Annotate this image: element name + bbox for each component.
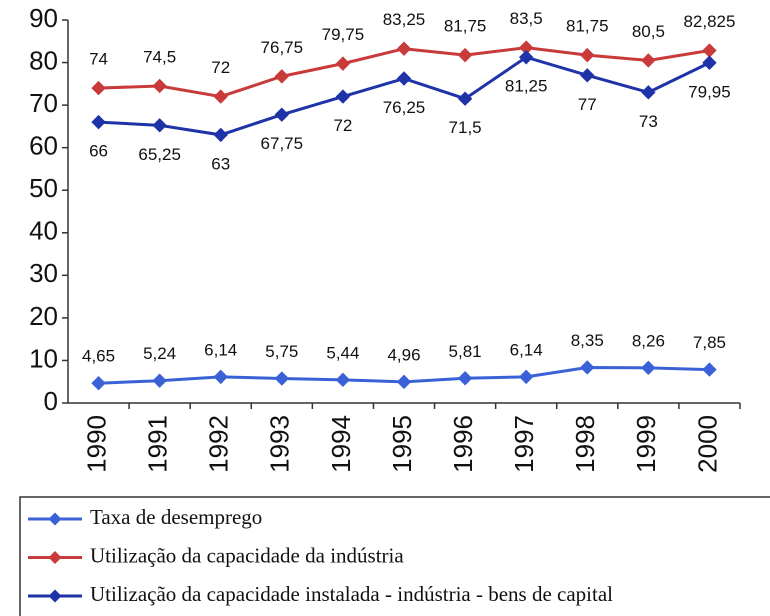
data-label: 63 <box>211 154 230 173</box>
marker <box>335 89 351 104</box>
data-label: 72 <box>333 116 352 135</box>
data-label: 77 <box>578 95 597 114</box>
marker <box>91 376 106 391</box>
y-tick-label: 60 <box>29 131 58 161</box>
marker <box>702 55 717 70</box>
y-tick-label: 40 <box>29 216 58 246</box>
data-label: 67,75 <box>261 134 304 153</box>
data-label: 6,14 <box>204 340 237 359</box>
y-tick-label: 10 <box>29 343 58 373</box>
data-label: 72 <box>211 58 230 77</box>
marker <box>213 369 228 385</box>
legend-marker <box>48 512 62 526</box>
y-tick-label: 50 <box>29 173 58 203</box>
data-label: 71,5 <box>449 118 482 137</box>
y-tick-label: 20 <box>29 301 58 331</box>
data-label: 81,25 <box>505 77 548 96</box>
data-label: 80,5 <box>632 22 665 41</box>
legend-label: Utilização da capacidade da indústria <box>90 543 404 567</box>
marker <box>580 360 595 375</box>
data-label: 76,25 <box>383 98 426 117</box>
data-label: 4,96 <box>387 345 420 364</box>
legend-box <box>19 496 770 616</box>
data-label: 83,25 <box>383 10 426 29</box>
legend-label: Utilização da capacidade instalada - ind… <box>90 582 613 606</box>
data-label: 5,81 <box>449 342 482 361</box>
x-tick-label: 1991 <box>143 415 173 473</box>
data-label: 74 <box>89 50 108 69</box>
legend-label: Taxa de desemprego <box>90 505 262 529</box>
data-label: 6,14 <box>510 340 543 359</box>
marker <box>152 78 167 94</box>
marker <box>213 127 228 143</box>
marker <box>580 47 595 63</box>
marker <box>335 56 351 71</box>
y-tick-label: 80 <box>29 45 58 75</box>
marker <box>396 71 412 86</box>
marker <box>152 373 167 388</box>
data-label: 81,75 <box>444 17 487 36</box>
marker <box>396 374 412 390</box>
x-tick-label: 1992 <box>204 415 234 473</box>
marker <box>213 89 228 104</box>
marker <box>457 47 473 63</box>
marker <box>457 91 473 106</box>
data-label: 83,5 <box>510 9 543 28</box>
series-line <box>98 55 711 137</box>
data-label: 79,75 <box>322 25 365 44</box>
data-label: 5,24 <box>143 344 176 363</box>
data-label: 8,35 <box>571 331 604 350</box>
x-tick-label: 1993 <box>265 415 295 473</box>
legend-marker <box>48 589 62 603</box>
data-label: 4,65 <box>82 347 115 366</box>
y-tick-label: 90 <box>29 3 58 33</box>
data-label: 7,85 <box>693 333 726 352</box>
data-label: 73 <box>639 112 658 131</box>
marker <box>274 371 290 386</box>
marker <box>641 53 656 68</box>
x-tick-label: 1995 <box>387 415 417 473</box>
data-label: 76,75 <box>261 38 304 57</box>
marker <box>580 68 595 83</box>
data-label: 8,26 <box>632 331 665 350</box>
x-tick-label: 1994 <box>326 415 356 473</box>
data-label: 74,5 <box>143 47 176 66</box>
y-tick-label: 0 <box>44 386 58 416</box>
data-label: 5,75 <box>265 342 298 361</box>
marker <box>152 118 167 133</box>
data-label: 66 <box>89 142 108 161</box>
x-tick-label: 1997 <box>509 415 539 473</box>
data-label: 82,825 <box>683 12 735 31</box>
marker <box>274 69 290 84</box>
y-tick-label: 30 <box>29 258 58 288</box>
y-tick-label: 70 <box>29 88 58 118</box>
marker <box>91 80 106 96</box>
marker <box>641 85 656 100</box>
marker <box>335 372 351 388</box>
data-label: 79,95 <box>688 82 731 101</box>
data-label: 5,44 <box>326 343 359 362</box>
marker <box>702 43 717 58</box>
x-tick-label: 1996 <box>448 415 478 473</box>
x-tick-label: 1998 <box>570 415 600 473</box>
x-tick-label: 2000 <box>692 415 722 473</box>
x-tick-label: 1990 <box>81 415 111 473</box>
legend-marker <box>48 551 62 564</box>
marker <box>641 360 656 376</box>
marker <box>396 41 412 56</box>
marker <box>274 107 290 122</box>
marker <box>91 114 106 130</box>
data-label: 65,25 <box>138 145 181 164</box>
marker <box>457 371 473 386</box>
marker <box>518 369 534 385</box>
marker <box>702 362 717 377</box>
marker <box>518 50 534 65</box>
x-tick-label: 1999 <box>631 415 661 473</box>
data-label: 81,75 <box>566 17 609 36</box>
